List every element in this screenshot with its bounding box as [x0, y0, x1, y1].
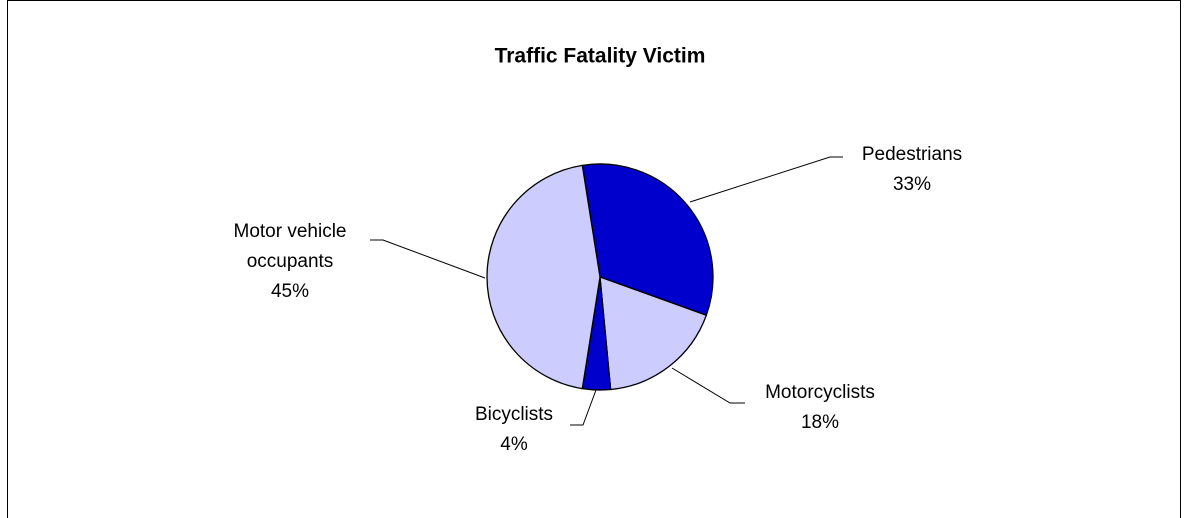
slice-label: Pedestrians 33% [832, 140, 992, 200]
category-label: Motorcyclists [765, 382, 875, 403]
chart-title: Traffic Fatality Victim [495, 45, 706, 68]
value-label: 4% [500, 434, 528, 455]
category-label: Motor vehicle occupants [233, 221, 347, 272]
leader-line [689, 156, 843, 203]
slice-label: Bicyclists 4% [434, 400, 594, 460]
category-label: Bicyclists [474, 404, 554, 425]
slice-label: Motorcyclists 18% [740, 378, 900, 438]
value-label: 45% [270, 281, 310, 302]
pie-slice [581, 163, 714, 317]
category-label: Pedestrians [861, 144, 963, 165]
value-label: 18% [800, 412, 840, 433]
pie-slice [486, 164, 601, 390]
slice-label: Motor vehicle occupants 45% [210, 217, 370, 307]
leader-line [570, 389, 597, 426]
leader-line [671, 367, 745, 404]
chart-frame [7, 0, 1181, 518]
value-label: 33% [892, 174, 932, 195]
pie-slice [599, 276, 708, 391]
leader-line [370, 239, 486, 279]
